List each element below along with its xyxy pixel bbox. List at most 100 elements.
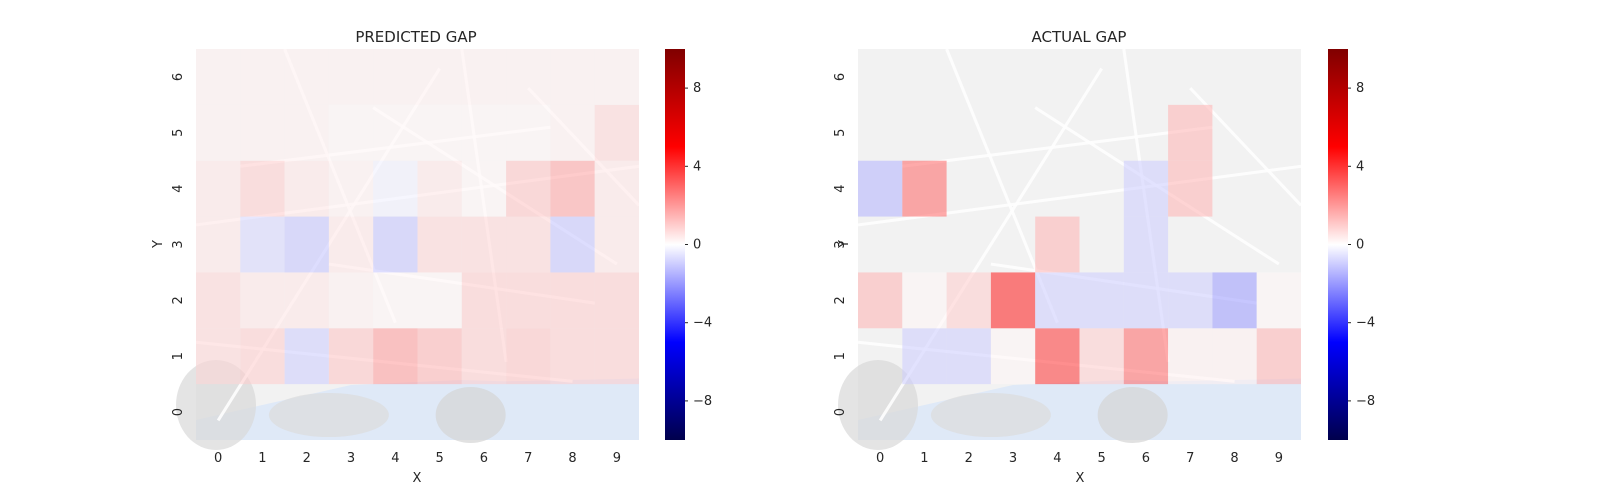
heatmap-cell — [902, 160, 947, 217]
x-tick-label: 5 — [1098, 451, 1106, 466]
colorbar — [665, 49, 685, 440]
heatmap-cell — [506, 272, 551, 329]
x-tick-label: 9 — [613, 451, 621, 466]
heatmap-cell — [1212, 328, 1257, 385]
y-tick-label: 0 — [171, 408, 186, 416]
heatmap-cell — [946, 328, 991, 385]
heatmap-cell — [373, 160, 418, 217]
heatmap-cell — [240, 160, 285, 217]
heatmap-cell — [373, 272, 418, 329]
x-tick-label: 7 — [1186, 451, 1194, 466]
x-tick-label: 0 — [876, 451, 884, 466]
heatmap-cell — [594, 160, 639, 217]
map-hill — [268, 393, 389, 437]
heatmap-cell — [328, 216, 374, 273]
colorbar-ticks: 8 4 0 −4 −8 — [1348, 81, 1375, 409]
heatmap-cell — [1079, 272, 1124, 329]
colorbar-tick-label: 8 — [1356, 81, 1364, 96]
heatmap-cell — [550, 216, 595, 273]
colorbar-tick-label: 4 — [693, 159, 701, 174]
y-tick-labels: 0 1 2 3 4 5 6 — [171, 73, 186, 416]
colorbar-tick-label: −8 — [693, 394, 712, 409]
map-hill — [1097, 387, 1168, 443]
heatmap-cell — [1035, 328, 1080, 385]
heatmap-cell — [1123, 216, 1169, 273]
heatmap-cell — [550, 49, 595, 105]
heatmap-cell — [328, 272, 374, 329]
heatmap-cell — [196, 216, 241, 273]
heatmap-cell — [594, 49, 639, 105]
x-tick-label: 3 — [1009, 451, 1017, 466]
heatmap-cell — [506, 216, 551, 273]
heatmap-cell — [1123, 328, 1169, 385]
heatmap-cell — [506, 49, 551, 105]
y-tick-label: 3 — [171, 240, 186, 248]
heatmap-cell — [461, 216, 507, 273]
chart-title: PREDICTED GAP — [355, 28, 476, 46]
x-tick-label: 0 — [214, 451, 222, 466]
heatmap-cell — [506, 328, 551, 385]
heatmap-cell — [196, 328, 241, 385]
heatmap-cell — [946, 272, 991, 329]
heatmap-cell — [240, 328, 285, 385]
x-tick-label: 1 — [258, 451, 266, 466]
heatmap-cell — [1035, 216, 1080, 273]
heatmap-cell — [1212, 272, 1257, 329]
heatmap-cell — [196, 49, 241, 105]
heatmap-cell — [373, 328, 418, 385]
heatmap-cell — [1168, 328, 1213, 385]
x-axis-label: X — [413, 471, 422, 486]
heatmap-cell — [550, 272, 595, 329]
x-tick-label: 9 — [1275, 451, 1283, 466]
heatmap-cell — [328, 160, 374, 217]
heatmap-cell — [284, 49, 329, 105]
heatmap-cell — [550, 104, 595, 161]
y-tick-label: 4 — [833, 185, 848, 193]
heatmap-cell — [417, 160, 462, 217]
x-tick-label: 2 — [303, 451, 311, 466]
heatmap-cell — [461, 160, 507, 217]
map-road — [902, 125, 1213, 168]
heatmap-cell — [417, 216, 462, 273]
x-axis-label: X — [1076, 471, 1085, 486]
y-tick-labels: 0 1 2 3 4 5 6 — [833, 73, 848, 416]
colorbar — [1328, 49, 1348, 440]
heatmap-cell — [328, 49, 374, 105]
heatmap-cell — [594, 104, 639, 161]
x-tick-label: 8 — [568, 451, 576, 466]
panel-actual: ACTUAL GAP 0 1 2 3 4 5 6 7 8 9 0 1 2 3 4 5 6 X Y 8 4 0 −4 −… — [833, 28, 1375, 486]
heatmap-cell — [506, 160, 551, 217]
heatmap-cell — [990, 328, 1036, 385]
heatmap-cell — [284, 104, 329, 161]
heatmap-cell — [196, 160, 241, 217]
heatmap-cell — [461, 328, 507, 385]
heatmap-cell — [550, 328, 595, 385]
chart-title: ACTUAL GAP — [1032, 28, 1127, 46]
colorbar-tick-label: −8 — [1356, 394, 1375, 409]
heatmap-cell — [550, 160, 595, 217]
heatmap-cell — [1079, 328, 1124, 385]
heatmap-cell — [902, 272, 947, 329]
y-tick-label: 2 — [171, 296, 186, 304]
x-tick-label: 4 — [1053, 451, 1061, 466]
y-tick-label: 6 — [833, 73, 848, 81]
heatmap-cell — [284, 216, 329, 273]
heatmap-cell — [240, 216, 285, 273]
colorbar-tick-label: −4 — [693, 316, 712, 331]
x-tick-label: 1 — [920, 451, 928, 466]
heatmap-cell — [1256, 272, 1301, 329]
x-tick-label: 6 — [1142, 451, 1150, 466]
x-tick-label: 7 — [524, 451, 532, 466]
heatmap-cell — [461, 49, 507, 105]
map-hill — [930, 393, 1051, 437]
heatmap-cells — [858, 104, 1301, 385]
colorbar-tick-label: 0 — [1356, 238, 1364, 253]
heatmap-cell — [417, 328, 462, 385]
colorbar-tick-label: 8 — [693, 81, 701, 96]
colorbar-ticks: 8 4 0 −4 −8 — [685, 81, 712, 409]
heatmap-cell — [594, 328, 639, 385]
y-tick-label: 4 — [171, 185, 186, 193]
heatmap-cell — [417, 49, 462, 105]
x-tick-label: 2 — [965, 451, 973, 466]
